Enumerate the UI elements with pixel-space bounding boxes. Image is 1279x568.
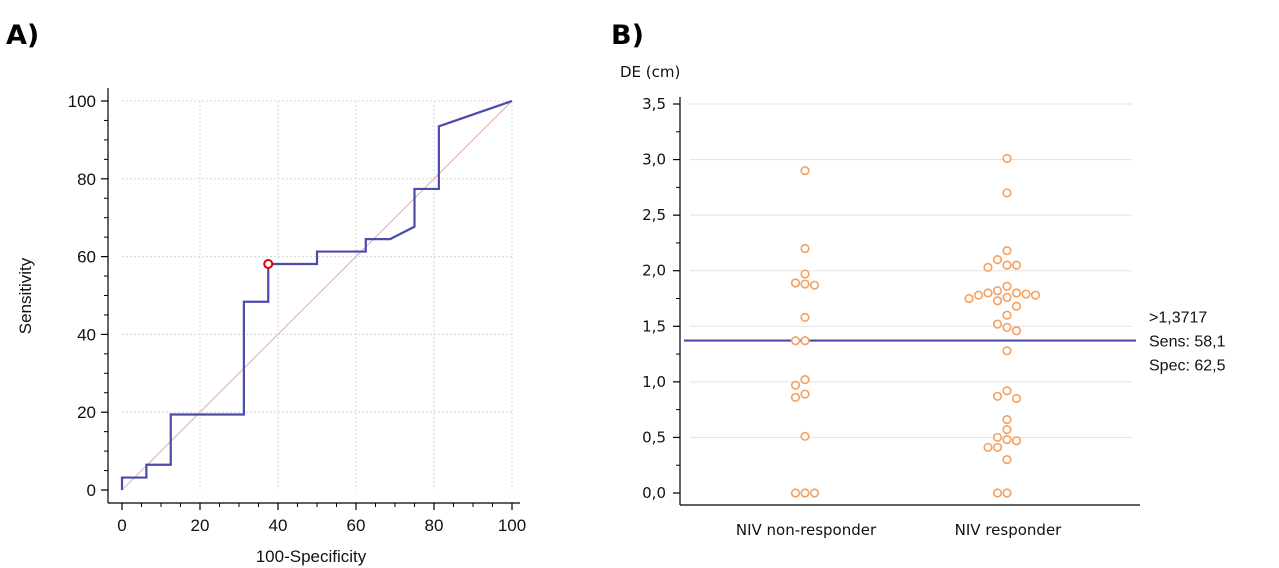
data-point (1002, 346, 1012, 356)
data-point (800, 389, 810, 399)
data-point (1021, 289, 1031, 299)
data-point (983, 262, 993, 272)
data-point (992, 391, 1003, 401)
data-point (992, 319, 1003, 329)
data-point (800, 488, 810, 498)
data-point (992, 255, 1003, 265)
data-point (800, 279, 810, 289)
data-point (790, 392, 801, 403)
data-point (1002, 310, 1012, 320)
roc-y-tick-label: 80 (77, 170, 96, 189)
dot-plot-y-tick-label: 0,5 (642, 428, 666, 446)
cutoff-annotation: >1,3717 Sens: 58,1 Spec: 62,5 (1149, 310, 1226, 375)
dot-plot-grid (690, 103, 1132, 438)
roc-chart: 0 20 40 60 80 100 0 20 40 60 80 100 100-Specificity… (16, 88, 526, 566)
data-point (992, 296, 1003, 306)
roc-grid (122, 100, 513, 490)
data-point (1002, 488, 1012, 498)
data-point (800, 375, 810, 385)
data-point (1011, 436, 1022, 446)
dot-plot-y-axis-title: DE (cm) (620, 63, 680, 81)
panel-a-label: A) (6, 20, 39, 51)
data-point (790, 336, 801, 346)
roc-x-tick-label: 80 (425, 516, 444, 535)
data-point (800, 243, 810, 254)
dot-plot-y-tick-label: 1,5 (642, 317, 666, 335)
data-point (992, 442, 1003, 453)
roc-x-tick-label: 60 (347, 516, 366, 535)
data-point (1002, 455, 1012, 465)
data-point (1002, 425, 1012, 435)
roc-x-tick-label: 20 (191, 516, 210, 535)
dot-plot-y-tick-label: 1,0 (642, 373, 666, 391)
roc-y-tick-label: 20 (77, 403, 96, 422)
dot-plot-y-tick-label: 3,0 (642, 151, 666, 169)
data-point (790, 278, 801, 288)
data-point (1030, 290, 1041, 300)
data-point (1002, 246, 1012, 256)
roc-series (120, 99, 513, 491)
data-point (1002, 292, 1012, 302)
dot-plot-category-label: NIV responder (955, 521, 1063, 539)
data-point (1011, 260, 1022, 270)
data-point (992, 286, 1003, 296)
roc-curve (120, 99, 513, 490)
roc-optimal-point (263, 258, 274, 269)
dot-plot-y-tick-label: 3,5 (642, 95, 666, 113)
dot-plot-category-label: NIV non-responder (736, 521, 877, 539)
data-point (1002, 281, 1012, 291)
data-point (992, 432, 1003, 443)
roc-y-tick-label: 40 (77, 325, 96, 344)
data-point (1002, 415, 1012, 425)
roc-y-axis-title: Sensitivity (16, 257, 35, 334)
data-point (800, 312, 810, 322)
data-point (1002, 260, 1012, 270)
data-point (800, 166, 810, 176)
data-point (1011, 326, 1022, 336)
data-point (1002, 386, 1012, 396)
data-point (1002, 322, 1012, 332)
data-point (800, 269, 810, 279)
data-point (800, 336, 810, 346)
data-point (992, 488, 1003, 498)
data-point (1002, 153, 1012, 164)
data-point (1011, 288, 1022, 298)
roc-x-tick-label: 40 (269, 516, 288, 535)
data-point (800, 431, 810, 441)
roc-y-tick-label: 100 (68, 92, 96, 111)
cutoff-annotation-line: Sens: 58,1 (1149, 334, 1226, 351)
data-point (983, 442, 993, 453)
data-point (790, 380, 801, 390)
roc-y-tick-label: 60 (77, 248, 96, 267)
dot-plot-chart: 0,0 0,5 1,0 1,5 2,0 2,5 3,0 3,5 NIV non-responde… (620, 63, 1226, 539)
dot-plot-series (684, 153, 1136, 498)
data-point (1002, 435, 1012, 445)
data-point (809, 280, 820, 290)
dot-plot-ticks: 0,0 0,5 1,0 1,5 2,0 2,5 3,0 3,5 NIV non-responde… (642, 95, 1062, 539)
roc-x-tick-label: 100 (498, 516, 526, 535)
data-point (983, 288, 993, 298)
data-point (964, 293, 974, 304)
data-point (809, 488, 820, 498)
roc-ticks: 0 20 40 60 80 100 0 20 40 60 80 100 (68, 92, 527, 535)
panel-b-label: B) (611, 20, 644, 51)
cutoff-annotation-line: Spec: 62,5 (1149, 358, 1226, 375)
roc-x-tick-label: 0 (117, 516, 126, 535)
data-point (790, 488, 801, 498)
dot-plot-y-tick-label: 2,5 (642, 206, 666, 224)
data-point (1002, 188, 1012, 198)
dot-plot-y-tick-label: 2,0 (642, 262, 666, 280)
data-point (973, 290, 984, 300)
data-point (1011, 301, 1022, 311)
roc-y-tick-label: 0 (87, 481, 96, 500)
dot-plot-y-tick-label: 0,0 (642, 484, 666, 502)
data-point (1011, 393, 1022, 404)
cutoff-annotation-line: >1,3717 (1149, 310, 1207, 327)
roc-x-axis-title: 100-Specificity (256, 547, 367, 566)
roc-reference-diagonal (121, 100, 513, 491)
